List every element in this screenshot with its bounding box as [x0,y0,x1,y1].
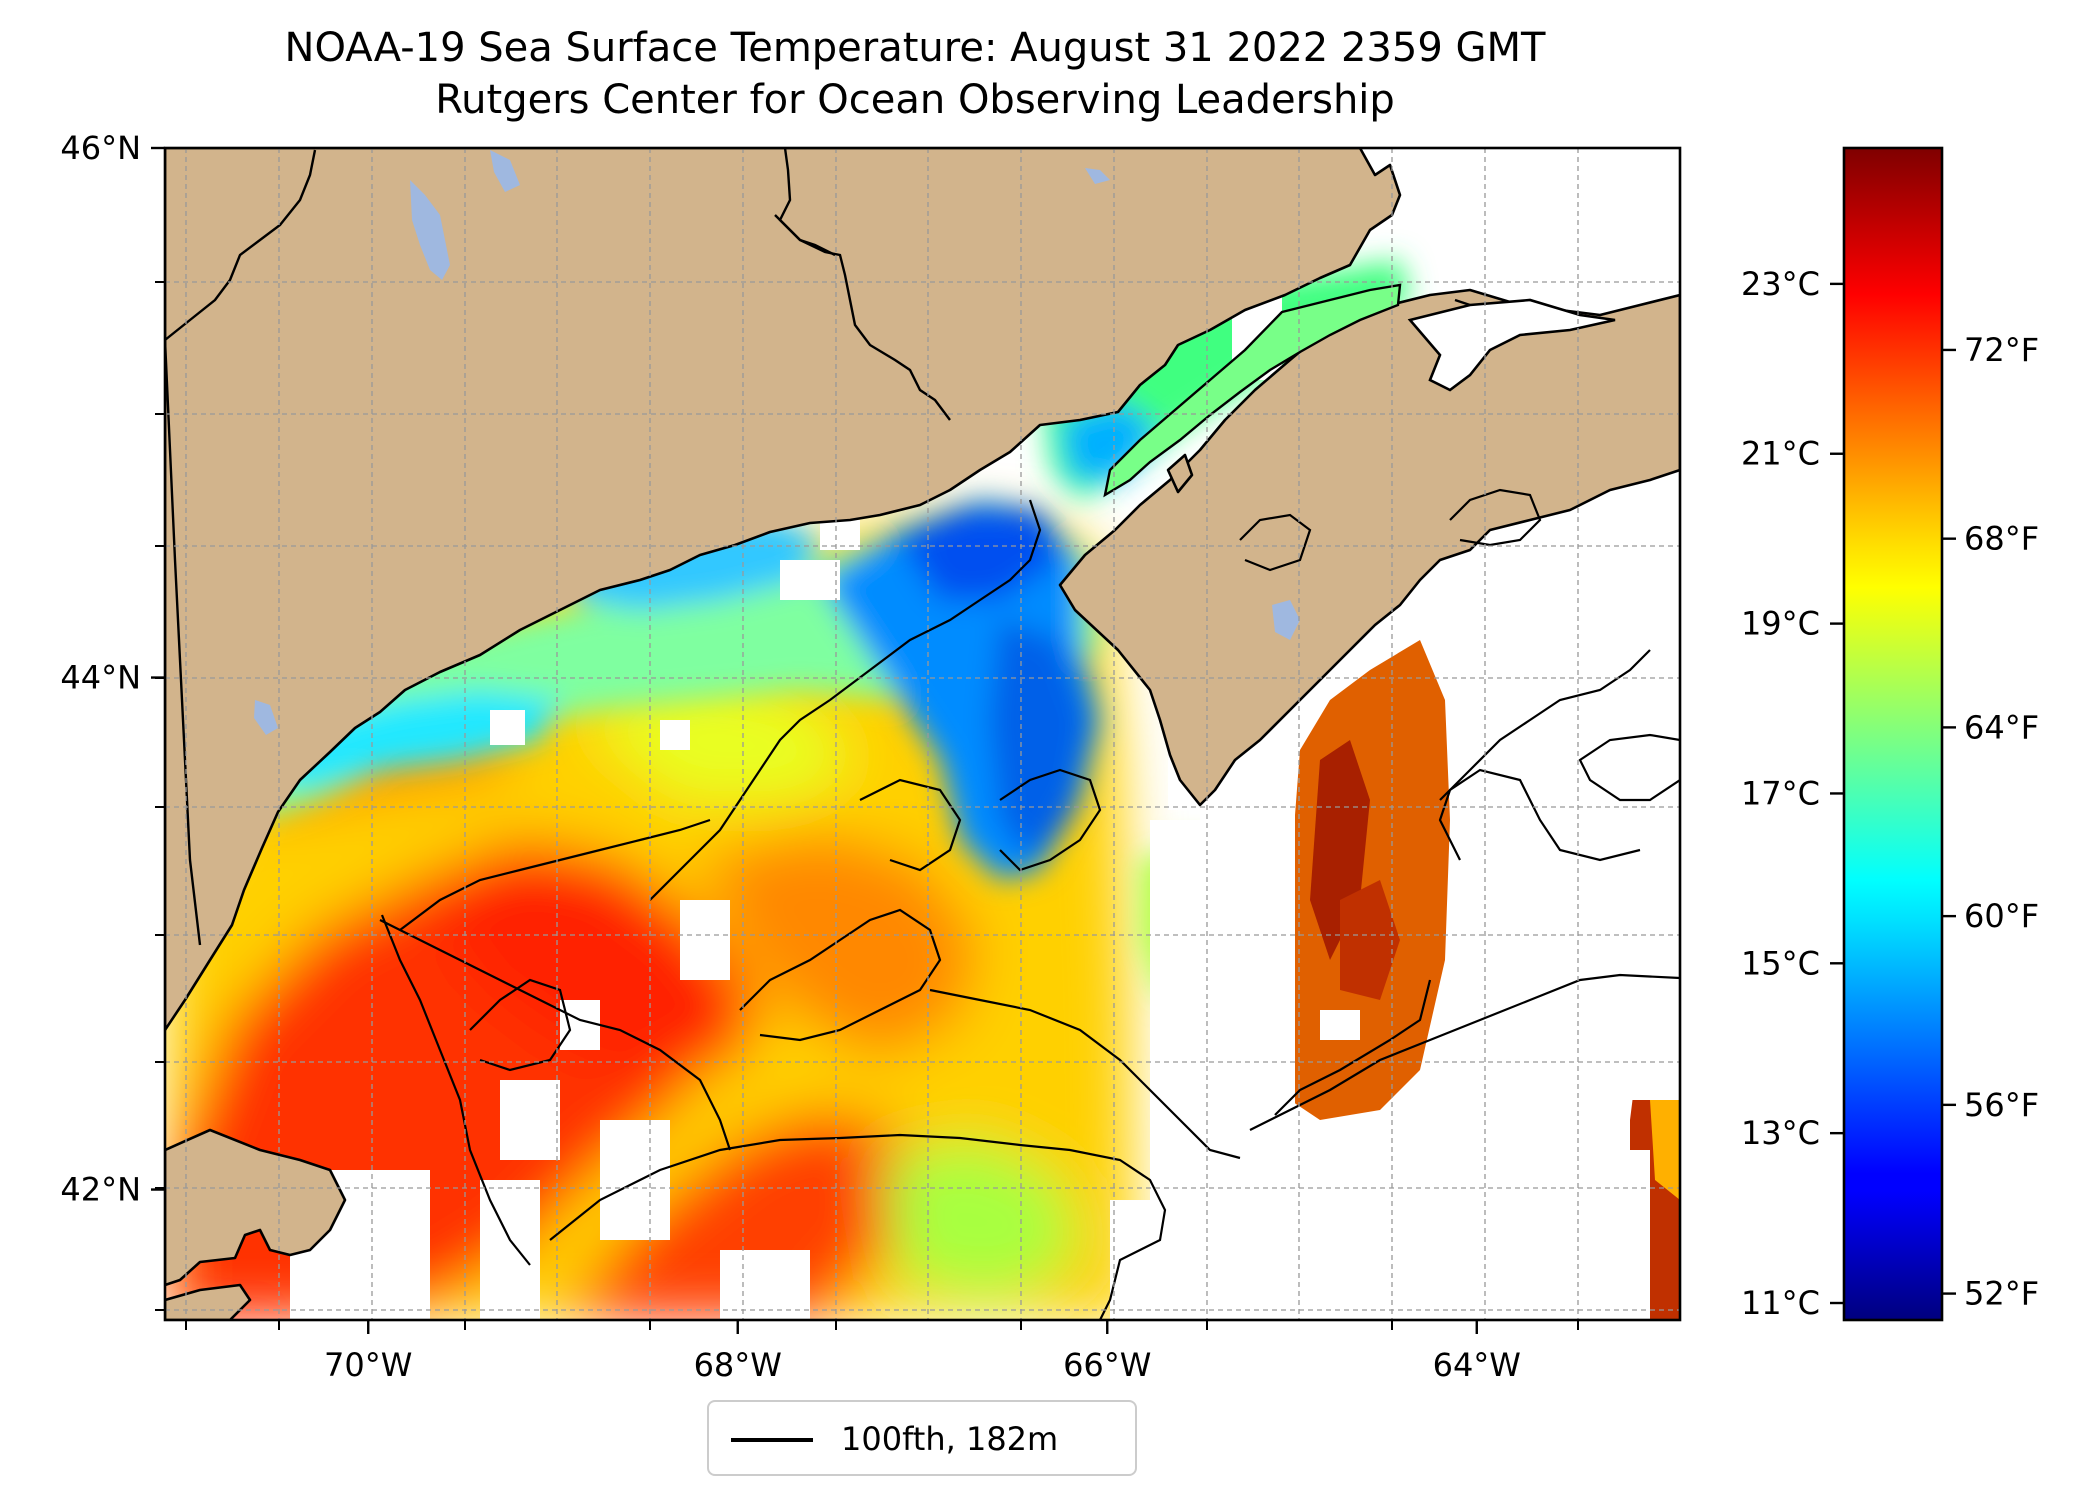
isobath-inner-basin [649,499,1042,901]
lon-axis: 70°W 68°W 66°W 64°W [324,1320,1521,1384]
title-line-1: NOAA-19 Sea Surface Temperature: August … [284,25,1546,71]
title-line-2: Rutgers Center for Ocean Observing Leade… [435,77,1395,123]
lat-tick-label-2: 42°N [60,1171,141,1209]
lake-rossignol [1272,600,1300,640]
lat-tick-label-1: 44°N [60,659,141,697]
celsius-tick-label-6: 23°C [1741,265,1820,303]
lakes [254,150,1300,735]
celsius-tick-label-5: 21°C [1741,435,1820,473]
isobath-100fth [379,488,1680,1320]
borders [165,148,1471,946]
land-grand-manan [1166,453,1194,494]
lon-tick-label-2: 66°W [1063,1346,1151,1384]
lake-grand [1085,168,1110,184]
lon-tick-label-0: 70°W [324,1346,412,1384]
land-masses [165,148,1680,1320]
celsius-tick-label-4: 19°C [1741,605,1820,643]
fahrenheit-tick-label-0: 52°F [1964,1275,2039,1313]
isobath-gulf-maine-west [380,914,531,1266]
isobath-scotian-basin [1439,649,1651,801]
isobath-jordan-basin [929,988,1241,1160]
fahrenheit-tick-label-2: 60°F [1964,897,2039,935]
celsius-tick-label-0: 11°C [1741,1284,1820,1322]
border-nb-qc [774,214,836,257]
border-nb-ns [1454,298,1471,307]
isobath-ne-north [1239,513,1312,572]
isobath-cashes [469,978,572,1072]
isobath-scotian-inner [1274,979,1432,1116]
isobath-east-basin [999,768,1102,872]
lon-tick-label-3: 64°W [1433,1346,1521,1384]
celsius-tick-label-1: 13°C [1741,1114,1820,1152]
bay-of-fundy [1103,283,1402,498]
border-me-qc [165,149,317,341]
legend: 100fth, 182m [707,1400,1137,1476]
gridlines [165,148,1680,1320]
isobath-northeast-channel [1249,973,1680,1131]
legend-line-swatch [731,1438,813,1442]
lat-tick-label-0: 46°N [60,129,141,167]
map-frame [163,146,1682,1322]
legend-label: 100fth, 182m [841,1420,1059,1458]
fahrenheit-tick-label-5: 72°F [1964,331,2039,369]
fahrenheit-tick-label-4: 68°F [1964,520,2039,558]
lon-tick-label-1: 68°W [694,1346,782,1384]
isobath-browns-bank [1449,488,1542,547]
minas-basin [1407,298,1616,392]
lat-axis: 46°N 44°N 42°N [60,129,165,1209]
border-nh-me [165,339,202,946]
isobath-wilkinson [379,919,732,1151]
isobath-georges-bank [549,1133,1167,1320]
isobath-stellwagen [399,818,711,931]
isobath-georges-basin [739,908,942,1042]
lake-moosehead [410,180,450,280]
isobath-emerald [1578,733,1680,802]
land-nova-scotia [1058,288,1680,807]
land-cape-cod [165,1128,347,1287]
celsius-tick-label-3: 17°C [1741,774,1820,812]
lake-chesuncook [490,150,520,192]
colorbar [1842,146,1944,1322]
isobath-lahave [1438,768,1641,862]
minor-ticks [155,281,1579,1330]
fahrenheit-tick-label-1: 56°F [1964,1086,2039,1124]
map-area [165,148,1680,1320]
celsius-tick-label-2: 15°C [1741,944,1820,982]
lake-sebago [254,700,278,735]
land-new-england [165,148,1402,1032]
fahrenheit-tick-label-3: 64°F [1964,708,2039,746]
border-me-nb [778,148,951,421]
colorbar-fahrenheit-axis: 52°F 56°F 60°F 64°F 68°F 72°F [1942,331,2039,1313]
colorbar-celsius-axis: 11°C 13°C 15°C 17°C 19°C 21°C 23°C [1741,265,1844,1322]
isobath-crowell [859,778,962,872]
map-title: NOAA-19 Sea Surface Temperature: August … [0,22,1830,126]
